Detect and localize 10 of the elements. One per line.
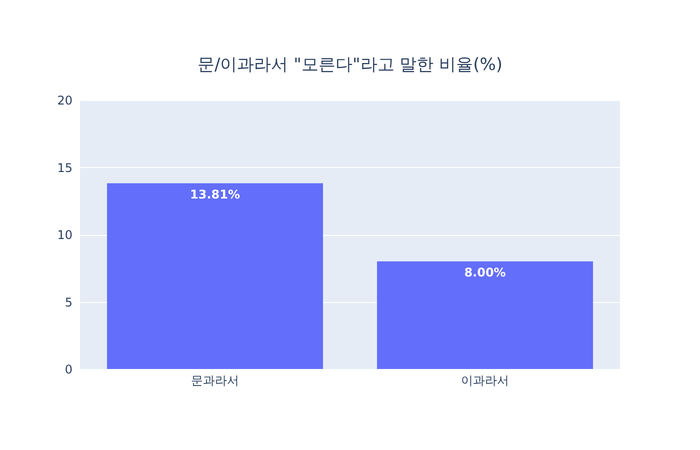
data-label: 8.00%: [464, 265, 506, 280]
data-label: 13.81%: [190, 187, 240, 202]
y-tick-label: 0: [64, 362, 72, 376]
y-tick-label: 15: [57, 160, 72, 175]
y-tick-label: 5: [64, 295, 72, 310]
x-tick-label: 이과라서: [461, 374, 509, 388]
y-tick-label: 20: [57, 94, 72, 108]
x-tick-label: 문과라서: [191, 374, 239, 388]
chart-title: 문/이과라서 "모른다"라고 말한 비율(%): [198, 55, 502, 75]
y-tick-label: 10: [57, 228, 72, 242]
